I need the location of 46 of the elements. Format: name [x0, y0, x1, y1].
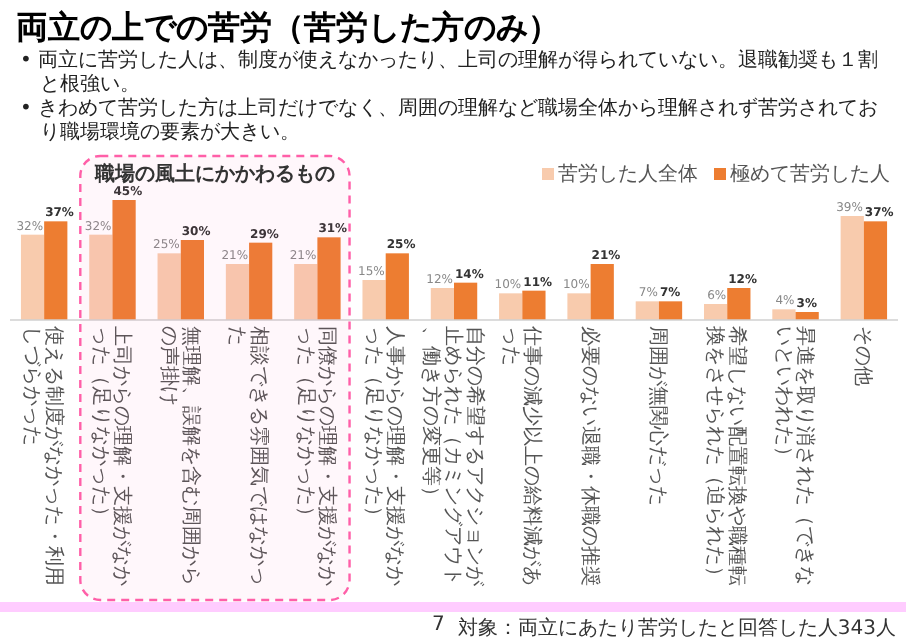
x-tick-label: 使える制度がなかった・利用しづらかった	[20, 326, 66, 586]
x-tick-label: 自分の希望するアクションが止められた（カミングアウト、働き方の変更等）	[419, 326, 487, 588]
bar	[635, 301, 659, 320]
bar	[772, 309, 796, 320]
x-tick-label: 人事からの理解・支援がなかった（足りなかった）	[361, 326, 408, 586]
text: 7	[432, 614, 445, 636]
chart-title: 両立の上での苦労（苦労した方のみ）	[16, 8, 560, 49]
bar	[840, 216, 864, 320]
bar	[590, 264, 614, 320]
text: 対象：両立にあたり苦労したと回答した人343人	[457, 615, 896, 640]
bar	[454, 282, 478, 320]
x-tick-label: 仕事の減少以上の給料減があった	[498, 326, 545, 586]
x-tick-label: 相談できる雰囲気ではなかった	[225, 326, 271, 586]
bar	[249, 242, 273, 320]
bar	[385, 253, 409, 320]
text: • 両立に苦労した人は、制度が使えなかったり、上司の理解が得られていない。退職勧奨も１割と根強い。	[20, 50, 881, 97]
x-tick-label: 必要のない退職・休職の推奨	[577, 326, 602, 586]
bar	[225, 264, 250, 320]
bar	[430, 288, 454, 320]
x-tick-label: その他	[850, 326, 875, 386]
bar	[294, 264, 318, 320]
bar	[522, 290, 546, 320]
bar	[499, 293, 523, 320]
bar	[317, 237, 341, 320]
band-label: 職場の風土にかかわるもの	[92, 161, 337, 186]
bar	[20, 234, 45, 320]
bar	[89, 234, 113, 320]
bar	[157, 253, 181, 320]
bar	[658, 301, 683, 320]
x-tick-label: 同僚からの理解・支援がなかった（足りなかった）	[293, 326, 340, 586]
text: • きわめて苦労した方は上司だけでなく、周囲の理解など職場全体から理解されず苦労されており職場環境の要素が大きい。	[20, 98, 881, 146]
x-tick-label: 無理解、誤解を含む周囲からの声掛け	[156, 326, 203, 586]
bar	[727, 288, 751, 320]
x-tick-label: 上司からの理解・支援がなかった（足りなかった）	[88, 326, 135, 586]
x-tick-label: 希望しない配置転換や職種転換をさせられた（迫られた）	[703, 326, 750, 586]
x-tick-label: 周囲が無関心だった	[645, 326, 670, 506]
bar	[567, 293, 591, 320]
bar	[112, 200, 136, 320]
bar	[44, 221, 68, 320]
bar	[704, 304, 728, 320]
bar	[362, 280, 386, 320]
legend-label: 苦労した人全体	[556, 164, 698, 186]
bar	[863, 221, 888, 320]
bar	[180, 240, 204, 320]
legend-label: 極めて苦労した人	[728, 164, 890, 186]
x-tick-label: 昇進を取り消された（できないといわれた）	[771, 326, 818, 586]
